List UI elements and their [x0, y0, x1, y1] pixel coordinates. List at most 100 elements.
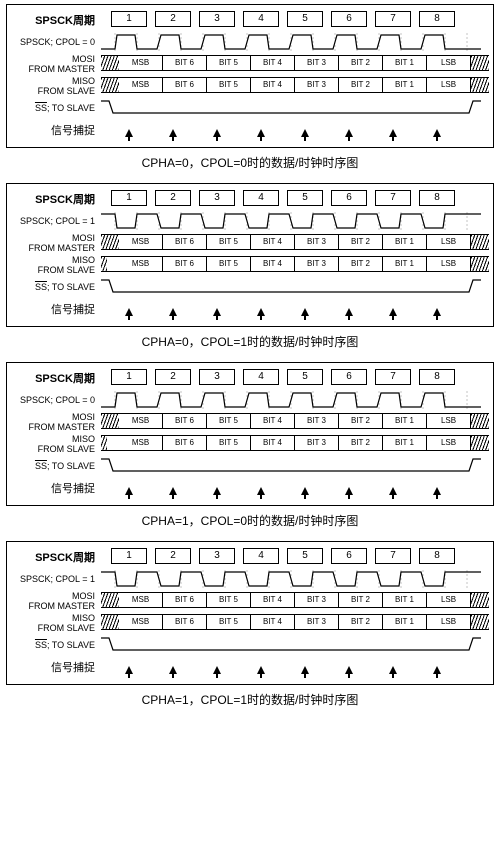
capture-arrow-icon: [257, 129, 265, 137]
capture-arrow-icon: [213, 666, 221, 674]
bit-cell: BIT 3: [295, 614, 339, 630]
bit-cell: BIT 4: [251, 234, 295, 250]
capture-label: 信号捕捉: [11, 483, 101, 495]
clock-waveform: [101, 212, 489, 232]
bit-cell: BIT 1: [383, 614, 427, 630]
capture-arrow-icon: [301, 129, 309, 137]
capture-arrow-row: [101, 121, 489, 137]
bit-cell: BIT 4: [251, 77, 295, 93]
cycle-number-box: 7: [375, 548, 411, 564]
ss-label: SS; TO SLAVE: [11, 462, 101, 472]
ss-label: SS; TO SLAVE: [11, 641, 101, 651]
bit-cell: BIT 3: [295, 435, 339, 451]
capture-arrow-icon: [169, 487, 177, 495]
bit-cell: BIT 6: [163, 234, 207, 250]
bit-cell: BIT 6: [163, 77, 207, 93]
bit-cell: BIT 2: [339, 234, 383, 250]
cycle-number-box: 5: [287, 369, 323, 385]
cycle-number-box: 8: [419, 548, 455, 564]
bit-cell: LSB: [427, 413, 471, 429]
capture-arrow-icon: [125, 308, 133, 316]
mosi-data: MSBBIT 6BIT 5BIT 4BIT 3BIT 2BIT 1LSB: [101, 55, 489, 75]
miso-label: MISO FROM SLAVE: [11, 77, 101, 97]
cycle-number-box: 1: [111, 548, 147, 564]
ss-waveform: [101, 99, 489, 119]
capture-arrow-icon: [257, 487, 265, 495]
bit-cell: BIT 1: [383, 413, 427, 429]
cycle-number-box: 1: [111, 190, 147, 206]
capture-arrow-row: [101, 479, 489, 495]
capture-label: 信号捕捉: [11, 662, 101, 674]
ss-waveform: [101, 457, 489, 477]
capture-arrow-icon: [433, 487, 441, 495]
data-strip: MSBBIT 6BIT 5BIT 4BIT 3BIT 2BIT 1LSB: [101, 77, 489, 93]
bit-cell: BIT 3: [295, 413, 339, 429]
bit-cell: BIT 3: [295, 234, 339, 250]
bit-cell: BIT 1: [383, 55, 427, 71]
ss-label: SS; TO SLAVE: [11, 283, 101, 293]
bit-cell: BIT 1: [383, 592, 427, 608]
bit-cell: BIT 5: [207, 77, 251, 93]
ss-waveform: [101, 636, 489, 656]
clock-waveform: [101, 570, 489, 590]
cycle-number-box: 4: [243, 11, 279, 27]
cycle-number-box: 4: [243, 190, 279, 206]
cycle-title-label: SPSCK周期: [11, 194, 101, 206]
miso-data: MSBBIT 6BIT 5BIT 4BIT 3BIT 2BIT 1LSB: [101, 435, 489, 455]
cycle-number-box: 7: [375, 11, 411, 27]
bit-cell: BIT 5: [207, 614, 251, 630]
cycle-number-box: 6: [331, 369, 367, 385]
timing-diagram: SPSCK周期12345678SPSCK; CPOL = 0MOSI FROM …: [6, 4, 494, 148]
cycle-number-box: 5: [287, 548, 323, 564]
diagram-caption: CPHA=0，CPOL=1时的数据/时钟时序图: [0, 333, 500, 350]
capture-arrow-icon: [433, 129, 441, 137]
mosi-data: MSBBIT 6BIT 5BIT 4BIT 3BIT 2BIT 1LSB: [101, 592, 489, 612]
bit-cell: BIT 2: [339, 55, 383, 71]
capture-arrow-icon: [169, 666, 177, 674]
cycle-number-box: 3: [199, 548, 235, 564]
bit-cell: LSB: [427, 77, 471, 93]
data-strip: MSBBIT 6BIT 5BIT 4BIT 3BIT 2BIT 1LSB: [101, 413, 489, 429]
cycle-title-label: SPSCK周期: [11, 373, 101, 385]
bit-cell: BIT 2: [339, 435, 383, 451]
bit-cell: MSB: [119, 234, 163, 250]
bit-cell: BIT 5: [207, 592, 251, 608]
bit-cell: BIT 1: [383, 435, 427, 451]
mosi-label: MOSI FROM MASTER: [11, 413, 101, 433]
cycle-number-row: 12345678: [101, 548, 489, 564]
cycle-number-box: 4: [243, 548, 279, 564]
capture-arrow-icon: [301, 666, 309, 674]
capture-arrow-icon: [345, 666, 353, 674]
bit-cell: LSB: [427, 256, 471, 272]
cycle-number-row: 12345678: [101, 11, 489, 27]
cycle-number-box: 8: [419, 11, 455, 27]
bit-cell: MSB: [119, 413, 163, 429]
bit-cell: BIT 2: [339, 413, 383, 429]
miso-data: MSBBIT 6BIT 5BIT 4BIT 3BIT 2BIT 1LSB: [101, 77, 489, 97]
capture-label: 信号捕捉: [11, 304, 101, 316]
capture-arrow-icon: [389, 487, 397, 495]
cycle-number-box: 2: [155, 190, 191, 206]
bit-cell: BIT 2: [339, 256, 383, 272]
capture-arrow-icon: [345, 487, 353, 495]
ss-label: SS; TO SLAVE: [11, 104, 101, 114]
bit-cell: LSB: [427, 435, 471, 451]
timing-diagram: SPSCK周期12345678SPSCK; CPOL = 1MOSI FROM …: [6, 183, 494, 327]
miso-label: MISO FROM SLAVE: [11, 435, 101, 455]
cycle-number-box: 8: [419, 190, 455, 206]
clock-label: SPSCK; CPOL = 1: [11, 575, 101, 585]
capture-arrow-icon: [389, 666, 397, 674]
cycle-number-box: 6: [331, 11, 367, 27]
bit-cell: LSB: [427, 614, 471, 630]
data-strip: MSBBIT 6BIT 5BIT 4BIT 3BIT 2BIT 1LSB: [101, 614, 489, 630]
mosi-data: MSBBIT 6BIT 5BIT 4BIT 3BIT 2BIT 1LSB: [101, 413, 489, 433]
clock-label: SPSCK; CPOL = 1: [11, 217, 101, 227]
capture-arrow-icon: [125, 666, 133, 674]
ss-waveform: [101, 278, 489, 298]
cycle-number-box: 6: [331, 548, 367, 564]
bit-cell: BIT 2: [339, 614, 383, 630]
cycle-number-row: 12345678: [101, 190, 489, 206]
capture-arrow-icon: [345, 129, 353, 137]
bit-cell: LSB: [427, 592, 471, 608]
capture-arrow-icon: [257, 666, 265, 674]
